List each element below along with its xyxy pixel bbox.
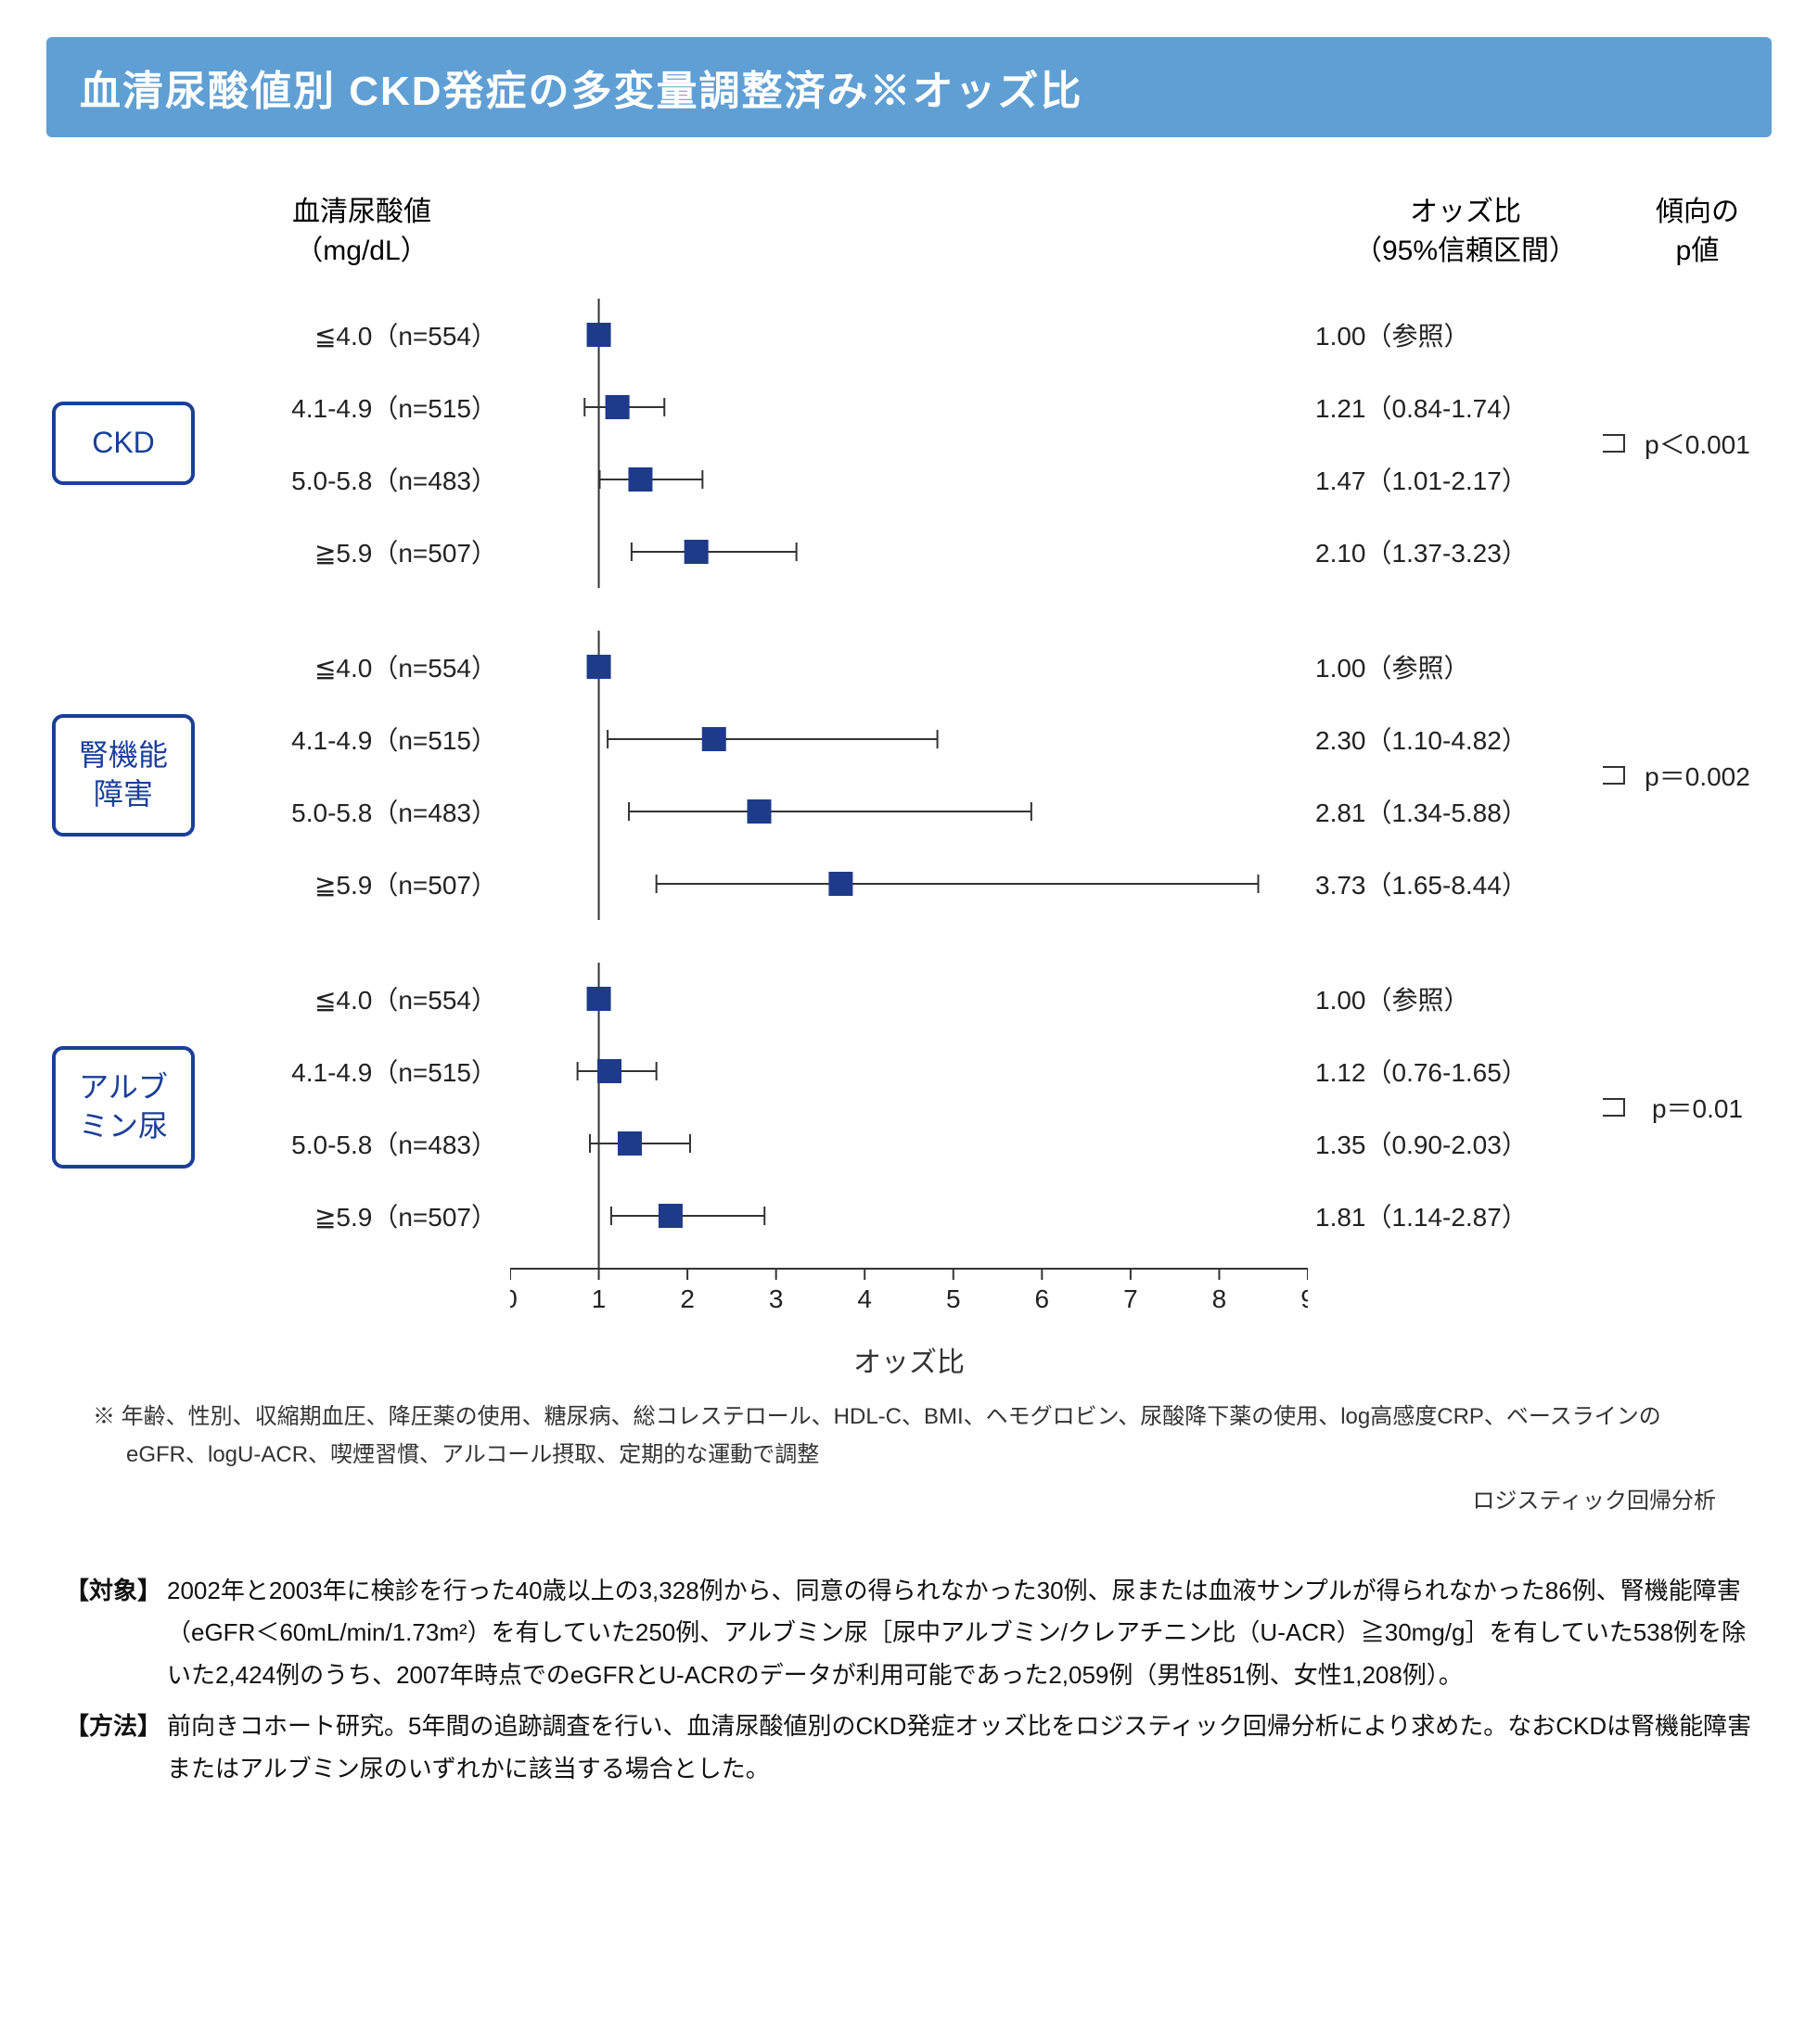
odds-ratio-value: 1.81（1.14-2.87） <box>1308 1180 1623 1252</box>
odds-ratio-value: 3.73（1.65-8.44） <box>1308 848 1623 920</box>
row-label: 5.0-5.8（n=483） <box>195 461 510 498</box>
svg-text:8: 8 <box>1212 1284 1227 1313</box>
p-value: p＝0.01 <box>1623 1089 1772 1126</box>
svg-text:9: 9 <box>1300 1284 1308 1313</box>
footnote: ※ 年齢、性別、収縮期血圧、降圧薬の使用、糖尿病、総コレステロール、HDL-C、… <box>93 1399 1725 1475</box>
desc-text: 2002年と2003年に検診を行った40歳以上の3,328例から、同意の得られな… <box>167 1570 1753 1697</box>
column-headers: 血清尿酸値 （mg/dL） オッズ比 （95%信頼区間） 傾向の p値 <box>213 193 1772 271</box>
svg-text:0: 0 <box>510 1284 518 1313</box>
odds-ratio-value: 1.21（0.84-1.74） <box>1308 371 1623 443</box>
group-tag: アルブミン尿 <box>52 1046 195 1168</box>
row-label: 4.1-4.9（n=515） <box>195 721 510 758</box>
p-value: p＝0.002 <box>1623 757 1772 794</box>
forest-group: アルブミン尿≦4.0（n=554） 4.1-4.9（n=515） 5.0-5.8（n… <box>46 963 1772 1252</box>
forest-plot: 血清尿酸値 （mg/dL） オッズ比 （95%信頼区間） 傾向の p値 CKD ≦… <box>46 193 1772 1380</box>
odds-ratio-value: 1.12（0.76-1.65） <box>1308 1035 1623 1107</box>
forest-group: 腎機能障害≦4.0（n=554） 4.1-4.9（n=515） 5.0-5.8（n=… <box>46 631 1772 920</box>
svg-text:3: 3 <box>769 1284 784 1313</box>
description-block: 【対象】2002年と2003年に検診を行った40歳以上の3,328例から、同意の… <box>65 1570 1753 1791</box>
col-p-l1: 傾向の <box>1656 197 1739 227</box>
col-left-l2: （mg/dL） <box>295 236 428 266</box>
svg-text:6: 6 <box>1035 1284 1050 1313</box>
svg-text:2: 2 <box>680 1284 695 1313</box>
row-label: 5.0-5.8（n=483） <box>195 793 510 830</box>
forest-group: CKD ≦4.0（n=554） 4.1-4.9（n=515） 5.0-5.8（n=48… <box>46 299 1772 588</box>
desc-label: 【方法】 <box>65 1705 167 1790</box>
col-or-l1: オッズ比 <box>1410 197 1521 227</box>
row-label: 4.1-4.9（n=515） <box>195 389 510 426</box>
group-tag: 腎機能障害 <box>52 714 195 836</box>
col-left-l1: 血清尿酸値 <box>292 197 431 227</box>
row-label: ≧5.9（n=507） <box>195 1197 510 1234</box>
odds-ratio-value: 1.00（参照） <box>1308 299 1623 371</box>
col-or-l2: （95%信頼区間） <box>1354 236 1577 266</box>
row-label: ≦4.0（n=554） <box>195 648 510 685</box>
odds-ratio-value: 1.35（0.90-2.03） <box>1308 1107 1623 1180</box>
desc-text: 前向きコホート研究。5年間の追跡調査を行い、血清尿酸値別のCKD発症オッズ比をロ… <box>167 1705 1753 1790</box>
row-label: 5.0-5.8（n=483） <box>195 1125 510 1162</box>
row-label: ≧5.9（n=507） <box>195 533 510 570</box>
group-tag: CKD <box>52 402 195 485</box>
odds-ratio-value: 2.30（1.10-4.82） <box>1308 703 1623 775</box>
odds-ratio-value: 2.81（1.34-5.88） <box>1308 775 1623 848</box>
odds-ratio-value: 1.00（参照） <box>1308 631 1623 703</box>
odds-ratio-value: 1.47（1.01-2.17） <box>1308 443 1623 516</box>
p-value: p＜0.001 <box>1623 425 1772 462</box>
page-title: 血清尿酸値別 CKD発症の多変量調整済み※オッズ比 <box>46 37 1772 137</box>
row-label: ≦4.0（n=554） <box>195 980 510 1017</box>
row-label: ≧5.9（n=507） <box>195 865 510 902</box>
odds-ratio-value: 2.10（1.37-3.23） <box>1308 516 1623 588</box>
analysis-method-note: ロジスティック回帰分析 <box>46 1482 1716 1514</box>
x-axis: 0 1 2 3 4 5 6 7 8 9 <box>510 1252 1308 1335</box>
odds-ratio-value: 1.00（参照） <box>1308 963 1623 1035</box>
row-label: ≦4.0（n=554） <box>195 316 510 353</box>
svg-text:7: 7 <box>1123 1284 1138 1313</box>
row-label: 4.1-4.9（n=515） <box>195 1053 510 1090</box>
col-p-l2: p値 <box>1676 236 1720 266</box>
x-axis-label: オッズ比 <box>510 1339 1308 1380</box>
svg-text:1: 1 <box>592 1284 607 1313</box>
svg-text:4: 4 <box>857 1284 872 1313</box>
svg-text:5: 5 <box>946 1284 961 1313</box>
desc-label: 【対象】 <box>65 1570 167 1697</box>
